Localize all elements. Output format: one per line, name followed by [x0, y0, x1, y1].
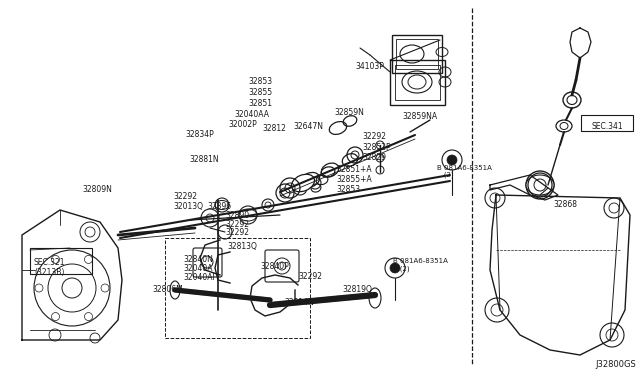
Circle shape — [390, 263, 400, 273]
Text: 32855: 32855 — [248, 88, 272, 97]
Text: 32829: 32829 — [362, 153, 386, 162]
Text: 32859N: 32859N — [334, 108, 364, 117]
Bar — [165, 238, 310, 338]
Text: 32881N: 32881N — [189, 155, 219, 164]
Bar — [581, 115, 633, 131]
Text: 32292: 32292 — [225, 228, 249, 237]
Text: 32852P: 32852P — [362, 143, 390, 152]
Ellipse shape — [526, 175, 554, 195]
Text: 32868: 32868 — [553, 200, 577, 209]
Text: 32040A: 32040A — [183, 264, 212, 273]
Text: 32002P: 32002P — [228, 120, 257, 129]
Text: 32292: 32292 — [298, 272, 322, 281]
Ellipse shape — [563, 92, 581, 108]
Polygon shape — [570, 28, 591, 58]
Bar — [392, 35, 442, 73]
Text: 32890: 32890 — [225, 211, 249, 220]
Text: 32851+A: 32851+A — [336, 165, 372, 174]
Ellipse shape — [292, 174, 314, 192]
Text: 32834P: 32834P — [185, 130, 214, 139]
Text: 32851: 32851 — [248, 99, 272, 108]
Text: 32896: 32896 — [207, 202, 231, 211]
Ellipse shape — [556, 120, 572, 132]
Text: 32292: 32292 — [225, 220, 249, 229]
Text: 32040AA: 32040AA — [234, 110, 269, 119]
Circle shape — [447, 155, 457, 165]
Text: 32853: 32853 — [248, 77, 272, 86]
Text: B 081A6-8351A
   (2): B 081A6-8351A (2) — [393, 258, 448, 272]
Text: 32806M: 32806M — [152, 285, 183, 294]
Text: 32813Q: 32813Q — [227, 242, 257, 251]
Text: 32853: 32853 — [336, 185, 360, 194]
Bar — [396, 39, 438, 69]
Text: 32040Al: 32040Al — [183, 273, 215, 282]
Text: 32814N: 32814N — [284, 298, 314, 307]
Text: J32800GS: J32800GS — [595, 360, 636, 369]
Text: SEC.321
(3213B): SEC.321 (3213B) — [34, 258, 65, 278]
Text: 32859NA: 32859NA — [402, 112, 437, 121]
Bar — [390, 60, 445, 105]
Text: 32292: 32292 — [362, 132, 386, 141]
Text: 34103P: 34103P — [355, 62, 384, 71]
Text: 32855+A: 32855+A — [336, 175, 372, 184]
Text: 32647N: 32647N — [293, 122, 323, 131]
Text: B 081A6-8351A
   (2): B 081A6-8351A (2) — [437, 165, 492, 179]
Text: 32812: 32812 — [262, 124, 286, 133]
Text: 32013Q: 32013Q — [173, 202, 203, 211]
Bar — [395, 65, 440, 100]
Text: 32840P: 32840P — [260, 262, 289, 271]
Bar — [30, 248, 92, 274]
Text: 32809N: 32809N — [82, 185, 112, 194]
Text: 32292: 32292 — [173, 192, 197, 201]
Text: SEC.341: SEC.341 — [591, 122, 623, 131]
Text: 32840N: 32840N — [183, 255, 213, 264]
Text: 32819Q: 32819Q — [342, 285, 372, 294]
